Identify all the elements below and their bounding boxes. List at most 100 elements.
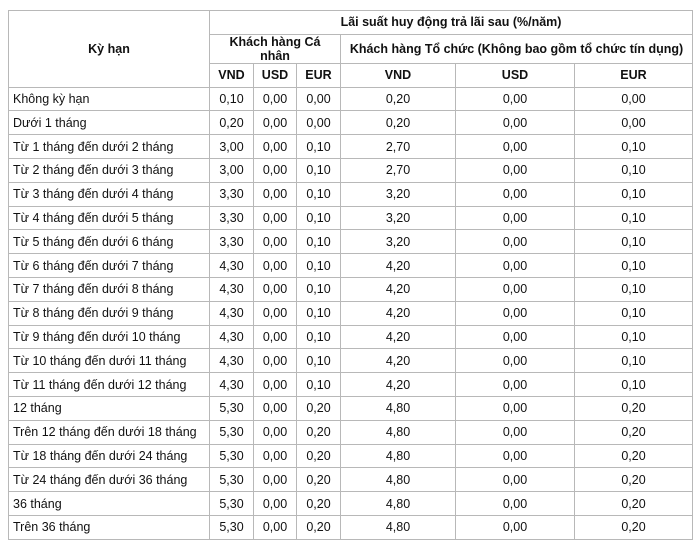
rate-cell: 2,70 xyxy=(340,157,456,183)
rate-cell: 0,00 xyxy=(253,181,297,207)
rate-cell: 0,20 xyxy=(574,419,693,445)
rate-cell: 0,00 xyxy=(253,443,297,469)
table-row: Từ 6 tháng đến dưới 7 tháng 4,30 0,00 0,10 4… xyxy=(8,253,693,278)
rate-cell: 0,10 xyxy=(296,300,341,326)
rate-cell: 0,20 xyxy=(340,86,456,112)
organization-header: Khách hàng Tổ chức (Không bao gồm tổ chứ… xyxy=(340,33,693,64)
term-cell: Từ 6 tháng đến dưới 7 tháng xyxy=(8,253,210,278)
rate-cell: 0,00 xyxy=(455,110,575,136)
rate-cell: 0,00 xyxy=(455,205,575,231)
rate-cell: 4,20 xyxy=(340,348,456,374)
rate-cell: 0,00 xyxy=(253,372,297,397)
rate-cell: 4,30 xyxy=(209,348,254,374)
rate-cell: 4,20 xyxy=(340,253,456,278)
rate-cell: 0,10 xyxy=(574,205,693,231)
rate-cell: 0,20 xyxy=(574,395,693,421)
rate-cell: 0,00 xyxy=(296,110,341,136)
rate-cell: 0,00 xyxy=(455,181,575,207)
rate-cell: 0,00 xyxy=(455,229,575,255)
rate-cell: 0,10 xyxy=(574,348,693,374)
rate-cell: 3,30 xyxy=(209,229,254,255)
rate-cell: 0,20 xyxy=(296,467,341,493)
table-row: Từ 24 tháng đến dưới 36 tháng 5,30 0,00 0,2… xyxy=(8,467,693,493)
term-cell: Từ 18 tháng đến dưới 24 tháng xyxy=(8,443,210,469)
rate-cell: 0,10 xyxy=(296,134,341,159)
rate-cell: 0,10 xyxy=(574,372,693,397)
rate-cell: 0,00 xyxy=(253,395,297,421)
term-cell: Từ 10 tháng đến dưới 11 tháng xyxy=(8,348,210,374)
rate-cell: 0,00 xyxy=(253,253,297,278)
rate-cell: 0,00 xyxy=(253,276,297,302)
term-cell: Từ 7 tháng đến dưới 8 tháng xyxy=(8,276,210,302)
rate-cell: 0,10 xyxy=(209,86,254,112)
rate-cell: 4,30 xyxy=(209,253,254,278)
rate-cell: 0,10 xyxy=(574,276,693,302)
rate-cell: 0,00 xyxy=(455,419,575,445)
rate-cell: 0,10 xyxy=(574,253,693,278)
rate-cell: 0,00 xyxy=(455,348,575,374)
term-cell: Trên 12 tháng đến dưới 18 tháng xyxy=(8,419,210,445)
rate-cell: 0,00 xyxy=(253,229,297,255)
rate-cell: 4,80 xyxy=(340,491,456,516)
table-row: Trên 12 tháng đến dưới 18 tháng 5,30 0,00 0… xyxy=(8,419,693,445)
table-row: Từ 11 tháng đến dưới 12 tháng 4,30 0,00 0,1… xyxy=(8,372,693,397)
rate-cell: 0,00 xyxy=(455,134,575,159)
rate-cell: 5,30 xyxy=(209,491,254,516)
rate-cell: 0,00 xyxy=(455,276,575,302)
table-row: Dưới 1 tháng 0,20 0,00 0,00 0,20 0,00 0,00 xyxy=(8,110,693,136)
term-cell: 12 tháng xyxy=(8,395,210,421)
rate-cell: 4,30 xyxy=(209,276,254,302)
term-cell: Từ 9 tháng đến dưới 10 tháng xyxy=(8,324,210,350)
rate-cell: 0,00 xyxy=(296,86,341,112)
rate-cell: 0,10 xyxy=(574,324,693,350)
term-cell: Từ 4 tháng đến dưới 5 tháng xyxy=(8,205,210,231)
rate-cell: 0,00 xyxy=(455,86,575,112)
rate-cell: 0,00 xyxy=(574,110,693,136)
term-cell: Từ 1 tháng đến dưới 2 tháng xyxy=(8,134,210,159)
rate-cell: 0,00 xyxy=(455,491,575,516)
table-row: Từ 18 tháng đến dưới 24 tháng 5,30 0,00 0,2… xyxy=(8,443,693,469)
rate-cell: 0,20 xyxy=(574,443,693,469)
term-cell: Từ 5 tháng đến dưới 6 tháng xyxy=(8,229,210,255)
table-row: Không kỳ hạn 0,10 0,00 0,00 0,20 0,00 0,00 xyxy=(8,86,693,112)
rate-cell: 3,20 xyxy=(340,181,456,207)
rate-cell: 0,10 xyxy=(296,181,341,207)
term-cell: Từ 3 tháng đến dưới 4 tháng xyxy=(8,181,210,207)
rate-cell: 0,10 xyxy=(574,157,693,183)
term-cell: Từ 2 tháng đến dưới 3 tháng xyxy=(8,157,210,183)
rate-cell: 0,10 xyxy=(296,157,341,183)
rate-cell: 0,00 xyxy=(253,300,297,326)
table-row: Từ 9 tháng đến dưới 10 tháng 4,30 0,00 0,10… xyxy=(8,324,693,350)
currency-header: EUR xyxy=(296,62,341,88)
rate-cell: 0,20 xyxy=(296,443,341,469)
rate-cell: 0,20 xyxy=(574,491,693,516)
rate-cell: 4,30 xyxy=(209,324,254,350)
term-cell: 36 tháng xyxy=(8,491,210,516)
rate-cell: 0,00 xyxy=(253,467,297,493)
table-row: Từ 7 tháng đến dưới 8 tháng 4,30 0,00 0,10 4… xyxy=(8,276,693,302)
rate-cell: 0,00 xyxy=(455,443,575,469)
rate-cell: 0,20 xyxy=(296,395,341,421)
rate-cell: 4,20 xyxy=(340,300,456,326)
table-row: Từ 3 tháng đến dưới 4 tháng 3,30 0,00 0,10 3… xyxy=(8,181,693,207)
rate-cell: 0,00 xyxy=(253,324,297,350)
table-row: Từ 8 tháng đến dưới 9 tháng 4,30 0,00 0,10 4… xyxy=(8,300,693,326)
rate-cell: 0,10 xyxy=(296,348,341,374)
table-row: Từ 2 tháng đến dưới 3 tháng 3,00 0,00 0,10 2… xyxy=(8,157,693,183)
rate-cell: 4,20 xyxy=(340,372,456,397)
rate-cell: 0,20 xyxy=(340,110,456,136)
rate-cell: 5,30 xyxy=(209,443,254,469)
rate-cell: 0,00 xyxy=(455,157,575,183)
rate-cell: 0,20 xyxy=(296,419,341,445)
term-cell: Dưới 1 tháng xyxy=(8,110,210,136)
rate-cell: 0,00 xyxy=(455,372,575,397)
table-row: Từ 5 tháng đến dưới 6 tháng 3,30 0,00 0,10 3… xyxy=(8,229,693,255)
individual-header: Khách hàng Cá nhân xyxy=(209,33,341,64)
rate-cell: 0,00 xyxy=(455,324,575,350)
rate-cell: 0,00 xyxy=(253,157,297,183)
rate-cell: 0,00 xyxy=(253,419,297,445)
rate-cell: 4,20 xyxy=(340,276,456,302)
rate-cell: 3,30 xyxy=(209,181,254,207)
rate-cell: 0,20 xyxy=(209,110,254,136)
rate-cell: 0,00 xyxy=(455,395,575,421)
